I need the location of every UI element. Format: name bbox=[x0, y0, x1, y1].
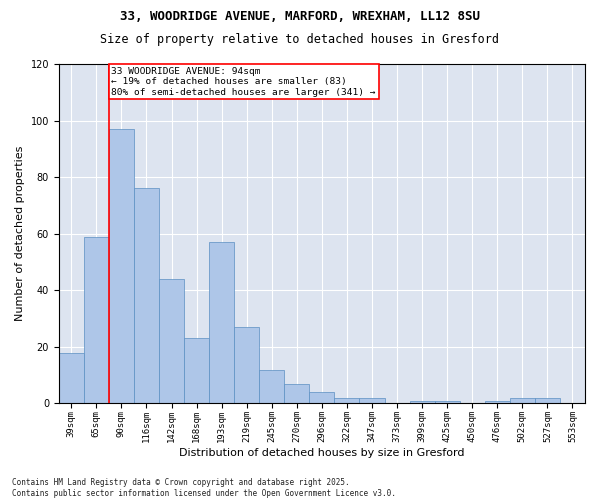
Bar bbox=[109, 129, 134, 404]
Bar bbox=[334, 398, 359, 404]
Text: 33, WOODRIDGE AVENUE, MARFORD, WREXHAM, LL12 8SU: 33, WOODRIDGE AVENUE, MARFORD, WREXHAM, … bbox=[120, 10, 480, 23]
Bar bbox=[359, 398, 385, 404]
Bar bbox=[310, 392, 334, 404]
Text: Size of property relative to detached houses in Gresford: Size of property relative to detached ho… bbox=[101, 32, 499, 46]
Y-axis label: Number of detached properties: Number of detached properties bbox=[15, 146, 25, 322]
Bar bbox=[284, 384, 310, 404]
Text: Contains HM Land Registry data © Crown copyright and database right 2025.
Contai: Contains HM Land Registry data © Crown c… bbox=[12, 478, 396, 498]
Bar bbox=[485, 400, 510, 404]
Bar bbox=[184, 338, 209, 404]
Bar bbox=[84, 236, 109, 404]
Bar bbox=[234, 327, 259, 404]
X-axis label: Distribution of detached houses by size in Gresford: Distribution of detached houses by size … bbox=[179, 448, 464, 458]
Bar bbox=[535, 398, 560, 404]
Bar bbox=[259, 370, 284, 404]
Text: 33 WOODRIDGE AVENUE: 94sqm
← 19% of detached houses are smaller (83)
80% of semi: 33 WOODRIDGE AVENUE: 94sqm ← 19% of deta… bbox=[112, 67, 376, 96]
Bar bbox=[410, 400, 434, 404]
Bar bbox=[159, 279, 184, 404]
Bar bbox=[59, 352, 84, 404]
Bar bbox=[510, 398, 535, 404]
Bar bbox=[134, 188, 159, 404]
Bar bbox=[209, 242, 234, 404]
Bar bbox=[434, 400, 460, 404]
